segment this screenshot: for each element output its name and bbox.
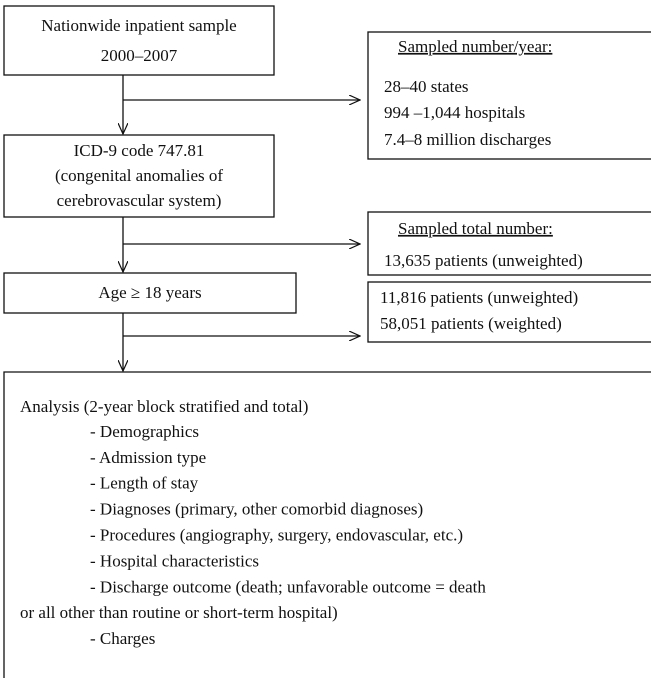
box-text: cerebrovascular system)	[57, 191, 222, 210]
box-text: ICD-9 code 747.81	[74, 141, 205, 160]
box	[367, 31, 651, 160]
item-text: - Hospital characteristics	[90, 551, 259, 570]
item-text: - Diagnoses (primary, other comorbid dia…	[90, 500, 423, 519]
box-text: 13,635 patients (unweighted)	[384, 251, 583, 270]
box-text: Age ≥ 18 years	[98, 283, 201, 302]
box-text: Nationwide inpatient sample	[41, 16, 236, 35]
box-title: Analysis (2-year block stratified and to…	[20, 397, 308, 416]
box	[3, 5, 275, 76]
item-text: - Discharge outcome (death; unfavorable …	[90, 577, 486, 596]
box	[3, 134, 275, 218]
box-text: 2000–2007	[101, 46, 178, 65]
item-text: or all other than routine or short-term …	[20, 603, 338, 622]
box	[367, 211, 651, 276]
item-text: - Admission type	[90, 448, 206, 467]
box-text: 58,051 patients (weighted)	[380, 314, 562, 333]
box-title: Sampled total number:	[398, 219, 553, 238]
box-text: 11,816 patients (unweighted)	[380, 288, 578, 307]
box-text: 28–40 states	[384, 77, 469, 96]
box-text: 7.4–8 million discharges	[384, 130, 551, 149]
box-text: 994 –1,044 hospitals	[384, 103, 525, 122]
box	[3, 371, 651, 678]
box-title: Sampled number/year:	[398, 37, 552, 56]
item-list: - Demographics - Admission type - Length o…	[20, 422, 486, 648]
box-text: (congenital anomalies of	[55, 166, 223, 185]
item-text: - Charges	[90, 629, 155, 648]
item-text: - Length of stay	[90, 474, 199, 493]
box	[367, 281, 651, 343]
item-text: - Procedures (angiography, surgery, endo…	[90, 526, 463, 545]
box	[3, 272, 297, 314]
connectors	[123, 75, 360, 371]
item-text: - Demographics	[90, 422, 199, 441]
